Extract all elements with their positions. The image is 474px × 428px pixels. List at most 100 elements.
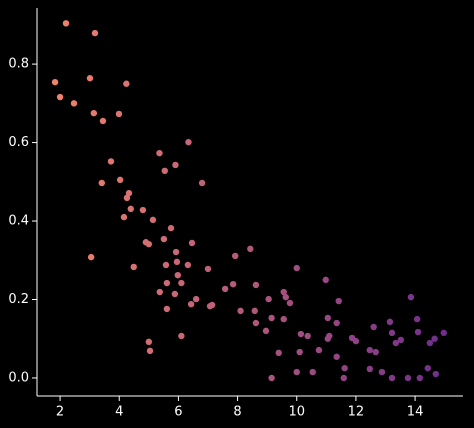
point [173,258,181,266]
point [440,329,447,337]
point [397,336,405,344]
point [424,364,431,372]
point [324,314,332,322]
point [130,263,137,271]
point [372,348,379,356]
point [208,301,216,309]
point [162,261,170,269]
point [91,29,99,37]
point [282,293,289,301]
point [268,314,275,322]
point [252,281,260,289]
point [51,78,59,86]
x-tick-label: 2 [56,405,64,420]
x-tick-label: 10 [288,405,305,420]
point [352,337,360,345]
point [70,100,78,107]
point [268,374,275,382]
point [251,307,258,315]
point [340,374,347,382]
point [416,374,424,382]
point [370,323,377,331]
point [386,318,394,326]
point [392,339,400,347]
y-tick-label: 0.0 [8,370,29,385]
x-tick-label: 14 [407,405,424,420]
point [62,20,70,27]
point [87,253,95,261]
point [426,339,434,347]
point [378,368,386,376]
y-tick-label: 0.6 [8,135,29,150]
point [265,295,272,303]
point [309,368,316,376]
y-tick-label: 0.2 [8,292,29,307]
point [335,297,342,305]
point [280,288,287,296]
point [407,293,415,301]
point [115,110,123,118]
point [304,332,311,340]
point [293,264,300,272]
x-tick-label: 12 [348,405,365,420]
point [107,158,115,165]
point [99,117,107,125]
point [172,161,179,169]
point [156,149,163,157]
point [90,109,98,117]
point [229,280,237,288]
point [123,194,131,202]
point [324,335,332,342]
point [127,205,134,213]
point [414,328,422,336]
point [413,315,421,323]
point [388,374,396,382]
point [286,299,294,307]
point [431,335,438,342]
point [293,368,300,376]
point [232,252,239,260]
point [315,346,323,354]
point [178,279,185,287]
point [116,176,124,184]
point [139,206,147,214]
point [188,239,196,247]
point [167,224,175,232]
point [322,276,329,284]
point [247,245,254,253]
point [366,365,374,373]
y-tick-label: 0.4 [8,214,29,229]
point [296,348,303,356]
point [252,319,260,327]
point [432,370,439,378]
point [98,179,105,187]
point [171,290,179,298]
point [192,295,200,303]
point [221,285,229,293]
x-tick-label: 6 [174,405,182,420]
point [161,167,168,175]
point [146,347,154,355]
point [178,332,185,340]
y-tick-label: 0.8 [8,57,29,72]
point [123,80,130,87]
point [163,305,171,313]
point [204,265,212,273]
point [333,319,340,327]
point [275,349,282,357]
point [145,240,153,248]
point [149,216,157,224]
point [185,138,192,146]
point [388,329,396,337]
point [145,338,153,346]
point [156,288,163,296]
point [198,179,206,187]
x-tick-label: 8 [233,405,241,420]
point [120,213,128,221]
point [160,235,168,243]
point [297,330,305,338]
point [174,271,182,279]
point [86,75,94,82]
